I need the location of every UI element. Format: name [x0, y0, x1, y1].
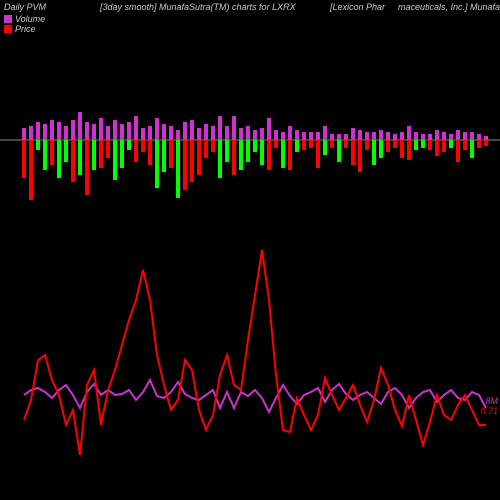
line-chart [0, 0, 500, 500]
end-label-price: 0.71 [480, 406, 498, 416]
end-label-volume: 8M [485, 396, 498, 406]
